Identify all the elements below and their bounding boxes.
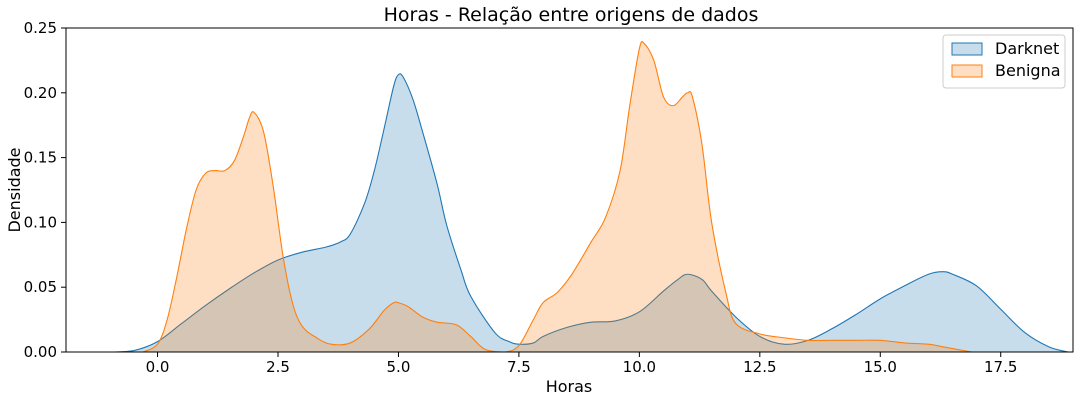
legend-label-darknet: Darknet (995, 39, 1059, 58)
x-tick-label: 7.5 (507, 358, 531, 376)
legend-box (942, 34, 1066, 89)
y-axis-label: Densidade (5, 147, 24, 232)
plot-frame (65, 27, 1074, 353)
x-tick-label: 15.0 (864, 358, 897, 376)
y-tick-label: 0.20 (24, 84, 57, 102)
legend-swatch-benigna (951, 64, 983, 78)
y-tick-label: 0.05 (24, 278, 57, 296)
x-axis-ticks: 0.0 2.5 5.0 7.5 10.0 12.5 15.0 17.5 (146, 352, 1017, 376)
x-tick-label: 17.5 (984, 358, 1017, 376)
density-line-darknet (114, 73, 1069, 353)
x-tick-label: 10.0 (623, 358, 656, 376)
x-tick-label: 12.5 (743, 358, 776, 376)
y-tick-label: 0.10 (24, 213, 57, 231)
plot-areas (114, 40, 1069, 353)
density-area-darknet (114, 73, 1069, 353)
y-tick-label: 0.25 (24, 19, 57, 37)
x-tick-label: 2.5 (266, 358, 290, 376)
x-axis-label: Horas (546, 377, 593, 396)
chart-title: Horas - Relação entre origens de dados (384, 4, 759, 26)
y-tick-label: 0.00 (24, 343, 57, 361)
density-line-benigna (142, 40, 972, 353)
x-tick-label: 0.0 (146, 358, 170, 376)
y-axis-ticks: 0.00 0.05 0.10 0.15 0.20 0.25 (24, 19, 66, 361)
legend-swatch-darknet (951, 42, 983, 56)
legend: Darknet Benigna (942, 34, 1066, 89)
y-tick-label: 0.15 (24, 149, 57, 167)
legend-label-benigna: Benigna (995, 61, 1061, 80)
x-tick-label: 5.0 (387, 358, 411, 376)
density-area-benigna (143, 41, 972, 353)
